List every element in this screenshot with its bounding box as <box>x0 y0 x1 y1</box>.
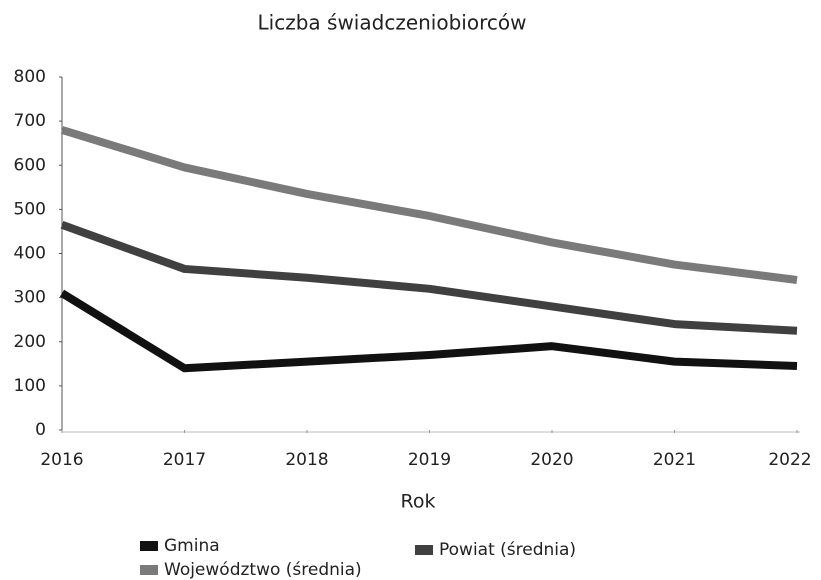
x-axis-label: Rok <box>401 491 436 513</box>
series-line <box>60 126 798 284</box>
legend-swatch <box>140 541 158 551</box>
x-tick-label: 2019 <box>408 450 451 470</box>
y-tick-label: 400 <box>14 244 46 264</box>
legend-label: Gmina <box>164 536 220 556</box>
y-tick-label: 700 <box>14 111 46 131</box>
x-tick-label: 2016 <box>40 450 83 470</box>
y-tick-label: 500 <box>14 199 46 219</box>
x-tick-label: 2022 <box>768 450 811 470</box>
y-tick-label: 600 <box>14 155 46 175</box>
series-line <box>60 221 798 335</box>
x-tick-label: 2017 <box>163 450 206 470</box>
y-tick-label: 300 <box>14 288 46 308</box>
legend-label: Województwo (średnia) <box>164 560 362 580</box>
series-line <box>59 289 798 373</box>
y-tick-label: 200 <box>14 332 46 352</box>
legend-swatch <box>140 565 158 575</box>
x-tick-label: 2021 <box>653 450 696 470</box>
y-tick-label: 100 <box>14 376 46 396</box>
x-tick-label: 2018 <box>285 450 328 470</box>
x-tick-label: 2020 <box>530 450 573 470</box>
y-tick-label: 0 <box>35 420 46 440</box>
y-tick-label: 800 <box>14 67 46 87</box>
legend-swatch <box>415 545 433 555</box>
legend-label: Powiat (średnia) <box>439 540 576 560</box>
chart-title: Liczba świadczeniobiorców <box>258 11 527 35</box>
